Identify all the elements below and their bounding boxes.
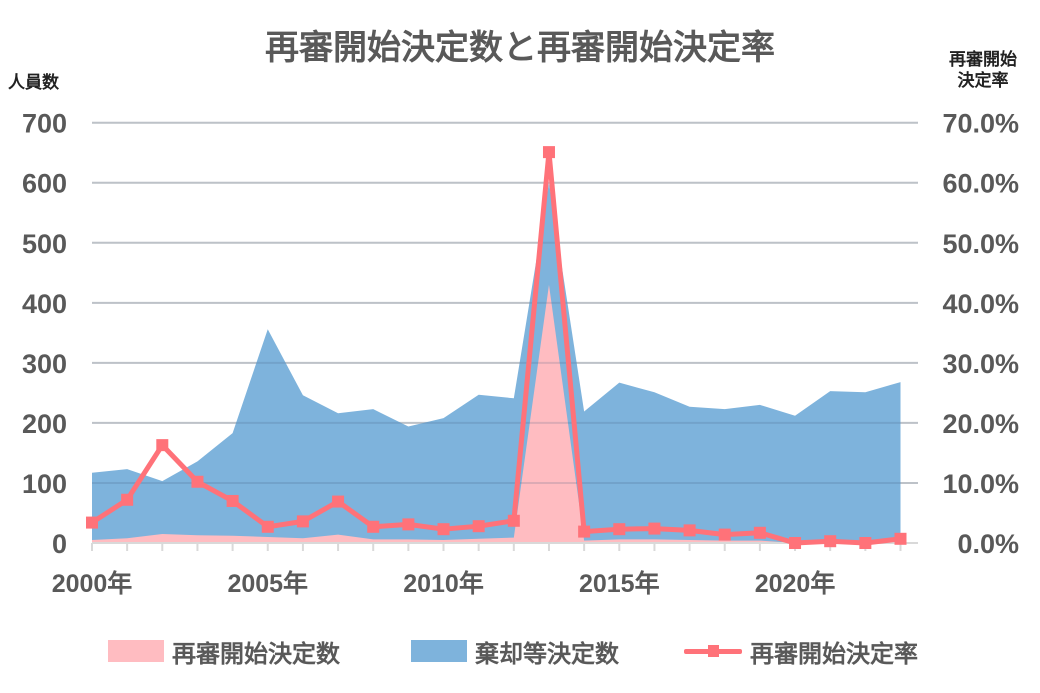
rate-marker xyxy=(859,537,872,549)
left-tick-label: 200 xyxy=(22,409,67,439)
chart-title: 再審開始決定数と再審開始決定率 xyxy=(265,28,775,68)
legend-label: 再審開始決定数 xyxy=(172,639,340,668)
rate-marker xyxy=(718,528,731,541)
area-series xyxy=(92,121,918,543)
right-tick-label: 30.0% xyxy=(942,349,1019,379)
x-axis-tick-labels: 2000年 2005年 2010年 2015年 2020年 xyxy=(52,569,836,598)
legend-item-pink-area: 再審開始決定数 xyxy=(108,633,340,669)
left-tick-label: 500 xyxy=(22,229,67,259)
rate-marker xyxy=(191,475,204,488)
x-tick-label: 2020年 xyxy=(755,569,836,598)
right-tick-label: 70.0% xyxy=(942,109,1019,139)
x-tick-label: 2005年 xyxy=(227,569,308,598)
left-tick-label: 600 xyxy=(22,169,67,199)
legend-swatch-pink xyxy=(108,640,164,662)
rate-marker xyxy=(332,495,345,508)
left-tick-label: 0 xyxy=(52,529,67,559)
left-axis-label: 人員数 xyxy=(8,73,59,93)
rate-marker xyxy=(578,525,591,538)
left-axis-ticks: 0 100 200 300 400 500 600 700 xyxy=(22,109,67,559)
legend-item-rate-line: 再審開始決定率 xyxy=(684,633,918,669)
rate-marker xyxy=(648,522,661,535)
rate-marker xyxy=(437,523,450,536)
rate-marker xyxy=(613,523,626,536)
right-tick-label: 0.0% xyxy=(957,529,1019,559)
legend-label: 再審開始決定率 xyxy=(750,639,918,668)
right-tick-label: 40.0% xyxy=(942,289,1019,319)
rate-marker xyxy=(894,532,907,545)
left-tick-label: 400 xyxy=(22,289,67,319)
rate-marker xyxy=(226,494,239,507)
rate-line-series xyxy=(86,146,907,549)
rate-marker xyxy=(753,526,766,539)
rate-marker xyxy=(156,439,169,452)
legend-line-marker-icon xyxy=(684,640,742,662)
rate-marker xyxy=(86,516,98,529)
rate-marker xyxy=(367,520,380,533)
rate-marker xyxy=(683,524,696,537)
right-axis-ticks: 0.0% 10.0% 20.0% 30.0% 40.0% 50.0% 60.0% 70.0% xyxy=(942,109,1019,559)
left-tick-label: 100 xyxy=(22,469,67,499)
right-axis-label-line2: 決定率 xyxy=(957,71,1009,91)
legend-label: 棄却等決定数 xyxy=(475,639,619,668)
rate-marker xyxy=(261,520,274,533)
x-tick-label: 2015年 xyxy=(579,569,660,598)
rate-marker xyxy=(507,514,520,527)
right-axis-label-line1: 再審開始 xyxy=(949,50,1017,70)
rate-marker xyxy=(296,515,309,528)
x-tick-label: 2010年 xyxy=(403,569,484,598)
left-tick-label: 300 xyxy=(22,349,67,379)
rate-marker xyxy=(402,518,415,531)
right-tick-label: 10.0% xyxy=(942,469,1019,499)
rate-marker xyxy=(121,493,134,506)
rate-marker xyxy=(542,146,555,159)
legend-item-blue-area: 棄却等決定数 xyxy=(411,633,619,669)
right-tick-label: 20.0% xyxy=(942,409,1019,439)
legend: 再審開始決定数 棄却等決定数 再審開始決定率 xyxy=(0,633,1040,669)
dismissal-area xyxy=(92,182,901,543)
rate-marker xyxy=(789,537,802,549)
right-axis-label: 再審開始 決定率 xyxy=(928,50,1038,92)
legend-swatch-blue xyxy=(411,640,467,662)
right-tick-label: 60.0% xyxy=(942,169,1019,199)
chart-plot-area: 0 100 200 300 400 500 600 700 0.0% 10.0% 20.0% 30.… xyxy=(22,109,1019,598)
left-tick-label: 700 xyxy=(22,109,67,139)
rate-marker xyxy=(472,520,485,533)
right-tick-label: 50.0% xyxy=(942,229,1019,259)
x-tick-label: 2000年 xyxy=(52,569,133,598)
rate-marker xyxy=(824,535,837,548)
